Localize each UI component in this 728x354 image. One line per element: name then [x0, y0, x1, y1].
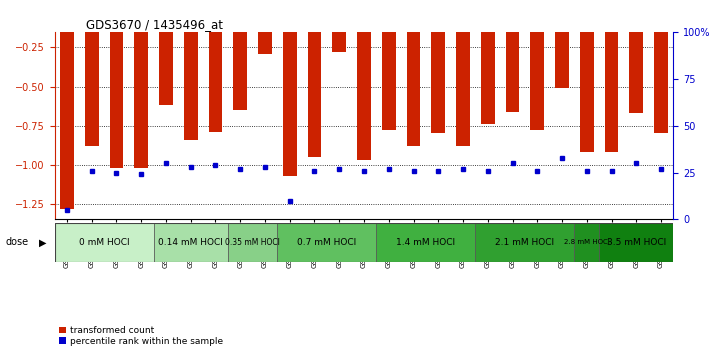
Bar: [184, 8, 197, 140]
FancyBboxPatch shape: [228, 223, 277, 262]
Bar: [85, 8, 98, 146]
Bar: [456, 8, 470, 146]
Bar: [234, 8, 247, 110]
Bar: [630, 8, 643, 113]
FancyBboxPatch shape: [376, 223, 475, 262]
Bar: [506, 8, 519, 112]
Bar: [333, 8, 346, 52]
Text: 1.4 mM HOCl: 1.4 mM HOCl: [396, 238, 456, 247]
Text: GDS3670 / 1435496_at: GDS3670 / 1435496_at: [86, 18, 223, 31]
FancyBboxPatch shape: [475, 223, 574, 262]
Bar: [407, 8, 420, 146]
Bar: [605, 8, 618, 152]
Bar: [555, 8, 569, 88]
Bar: [481, 8, 494, 124]
Text: 2.1 mM HOCl: 2.1 mM HOCl: [495, 238, 555, 247]
Text: dose: dose: [5, 238, 28, 247]
FancyBboxPatch shape: [154, 223, 228, 262]
Bar: [159, 8, 173, 105]
Bar: [110, 8, 123, 168]
Text: 3.5 mM HOCl: 3.5 mM HOCl: [606, 238, 666, 247]
Bar: [580, 8, 593, 152]
Bar: [60, 8, 74, 209]
Bar: [654, 8, 668, 133]
FancyBboxPatch shape: [55, 223, 154, 262]
FancyBboxPatch shape: [277, 223, 376, 262]
Bar: [283, 8, 296, 176]
Bar: [308, 8, 321, 157]
Bar: [382, 8, 395, 130]
Text: ▶: ▶: [39, 238, 46, 247]
Bar: [432, 8, 445, 133]
Text: 0.14 mM HOCl: 0.14 mM HOCl: [158, 238, 223, 247]
Text: 2.8 mM HOCl: 2.8 mM HOCl: [564, 240, 609, 245]
Text: 0 mM HOCl: 0 mM HOCl: [79, 238, 130, 247]
Text: 0.7 mM HOCl: 0.7 mM HOCl: [297, 238, 357, 247]
FancyBboxPatch shape: [574, 223, 599, 262]
FancyBboxPatch shape: [599, 223, 673, 262]
Bar: [357, 8, 371, 160]
Legend: transformed count, percentile rank within the sample: transformed count, percentile rank withi…: [59, 326, 223, 346]
Bar: [209, 8, 222, 132]
Bar: [258, 8, 272, 54]
Bar: [135, 8, 148, 168]
Text: 0.35 mM HOCl: 0.35 mM HOCl: [225, 238, 280, 247]
Bar: [531, 8, 544, 130]
